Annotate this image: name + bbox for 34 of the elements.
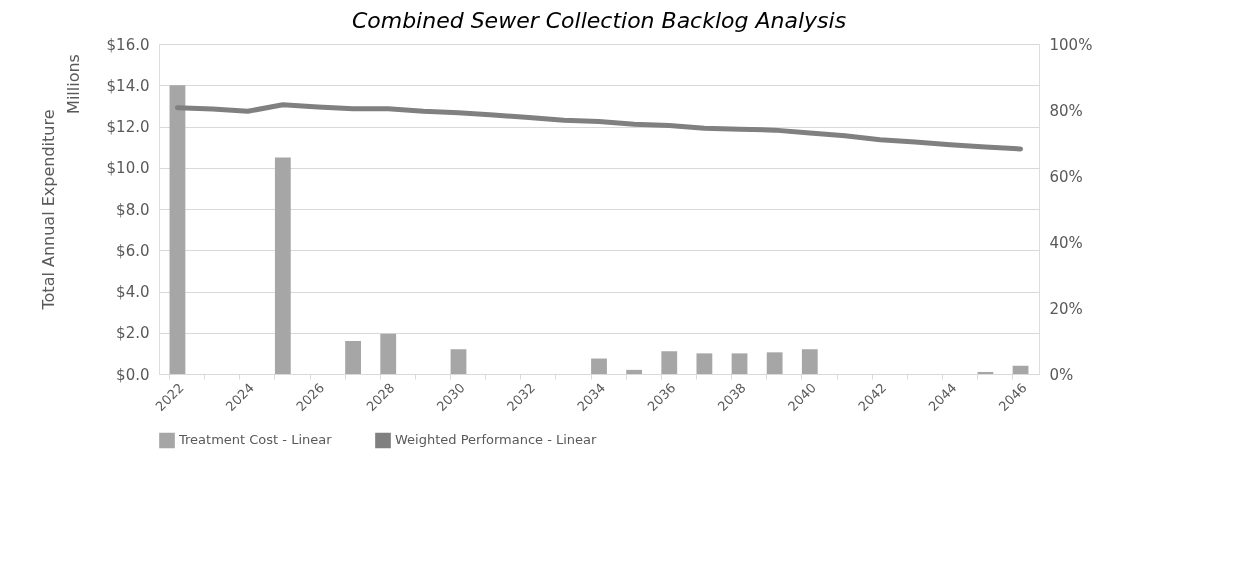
y-tick-label: $14.0 <box>106 76 150 95</box>
bar <box>450 349 467 374</box>
y-tick-label: $10.0 <box>106 159 150 178</box>
bar <box>801 349 818 374</box>
y-tick-label: $8.0 <box>116 200 150 219</box>
y-tick-label: $4.0 <box>116 283 150 301</box>
y-tick-label: $12.0 <box>106 118 150 136</box>
bar <box>274 157 291 374</box>
bar <box>696 353 713 374</box>
legend-label: Weighted Performance - Linear <box>395 432 598 448</box>
y2-tick-label: 100% <box>1049 35 1093 54</box>
y2-tick-label: 40% <box>1049 233 1083 252</box>
bar <box>591 358 607 374</box>
bar <box>345 341 361 374</box>
bar <box>626 369 643 374</box>
bar <box>380 333 397 374</box>
y-axis-title: Total Annual Expenditure <box>38 109 58 311</box>
bar <box>169 85 186 374</box>
y-tick-label: $6.0 <box>116 241 150 260</box>
y-tick-label: $16.0 <box>106 35 150 54</box>
y2-tick-label: 60% <box>1049 167 1083 186</box>
y2-tick-label: 0% <box>1049 365 1074 384</box>
y-tick-label: $0.0 <box>116 365 150 384</box>
bar <box>766 352 783 374</box>
y2-tick-label: 20% <box>1049 299 1083 318</box>
legend-label: Treatment Cost - Linear <box>178 432 333 448</box>
chart-title: Combined Sewer Collection Backlog Analysis <box>351 8 847 33</box>
bar <box>977 371 994 374</box>
bar <box>731 353 748 374</box>
bar <box>1012 365 1029 374</box>
text: Millions <box>64 54 83 114</box>
y2-tick-label: 80% <box>1049 101 1083 120</box>
bar <box>661 351 678 374</box>
y-tick-label: $2.0 <box>116 324 150 343</box>
